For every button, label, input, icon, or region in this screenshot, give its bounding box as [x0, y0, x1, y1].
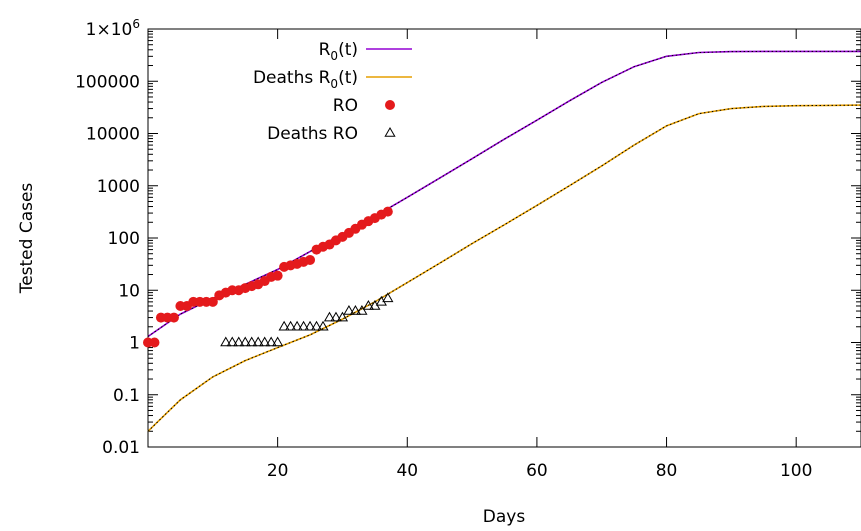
data-point [207, 296, 218, 307]
data-point [168, 312, 179, 323]
series-deaths-r [147, 104, 861, 432]
data-point [336, 311, 349, 322]
legend: R0(t) Deaths R0(t) RO Deaths RO [253, 40, 412, 144]
data-point [362, 299, 374, 310]
y-tick-label: 100 [108, 229, 140, 249]
x-tick-label: 20 [267, 461, 289, 481]
y-tick-label: 100000 [75, 72, 140, 92]
series-r [147, 50, 861, 338]
legend-label: Deaths R0(t) [253, 68, 358, 91]
data-point [246, 336, 258, 347]
data-point [330, 311, 342, 322]
data-point [265, 336, 277, 347]
series-layer [143, 50, 861, 432]
series-line-dots [147, 50, 861, 337]
data-point [356, 305, 368, 315]
data-point [305, 254, 316, 265]
y-tick-label: 1000 [97, 177, 140, 197]
x-tick-label: 60 [526, 461, 548, 481]
data-point [317, 320, 329, 331]
axis-ticks: 0.01 0.1 1 10 100 1000 10000 100000 1×106 20 40 60 8… [75, 17, 861, 481]
legend-label: RO [333, 96, 358, 116]
data-point [272, 336, 284, 347]
legend-sample [384, 126, 396, 137]
series-ro [143, 206, 393, 348]
y-tick-label: 10 [118, 281, 140, 301]
data-point [382, 292, 394, 303]
data-point [343, 305, 355, 315]
data-point [291, 320, 303, 331]
data-point [220, 336, 232, 347]
series-deaths-ro [220, 292, 394, 347]
data-point [310, 320, 323, 331]
x-tick-label: 100 [780, 461, 812, 481]
data-point [297, 320, 310, 331]
data-point [252, 336, 264, 347]
y-tick-label: 0.1 [113, 386, 140, 406]
y-tick-label: 1×106 [86, 17, 140, 40]
data-point [304, 320, 316, 331]
x-axis-title: Days [483, 507, 526, 527]
y-axis-title: Tested Cases [17, 183, 37, 295]
data-point [272, 270, 283, 281]
data-point [239, 336, 251, 347]
x-tick-label: 40 [396, 461, 418, 481]
data-point [278, 320, 290, 331]
data-point [284, 320, 297, 331]
x-tick-label: 80 [656, 461, 678, 481]
data-point [382, 206, 393, 217]
legend-label: Deaths RO [267, 124, 358, 144]
data-point [149, 337, 160, 348]
y-tick-label: 0.01 [102, 438, 140, 458]
data-point [323, 311, 336, 322]
data-point [233, 336, 245, 347]
data-point [259, 336, 271, 347]
data-point [349, 305, 362, 315]
legend-label: R0(t) [319, 40, 358, 63]
series-line [147, 104, 861, 432]
data-point [226, 336, 238, 347]
legend-sample [385, 100, 395, 110]
plot-frame [147, 28, 861, 448]
y-tick-label: 1 [129, 334, 140, 354]
series-line-dots [147, 104, 861, 432]
y-tick-label: 10000 [86, 125, 140, 145]
series-line [147, 50, 861, 338]
